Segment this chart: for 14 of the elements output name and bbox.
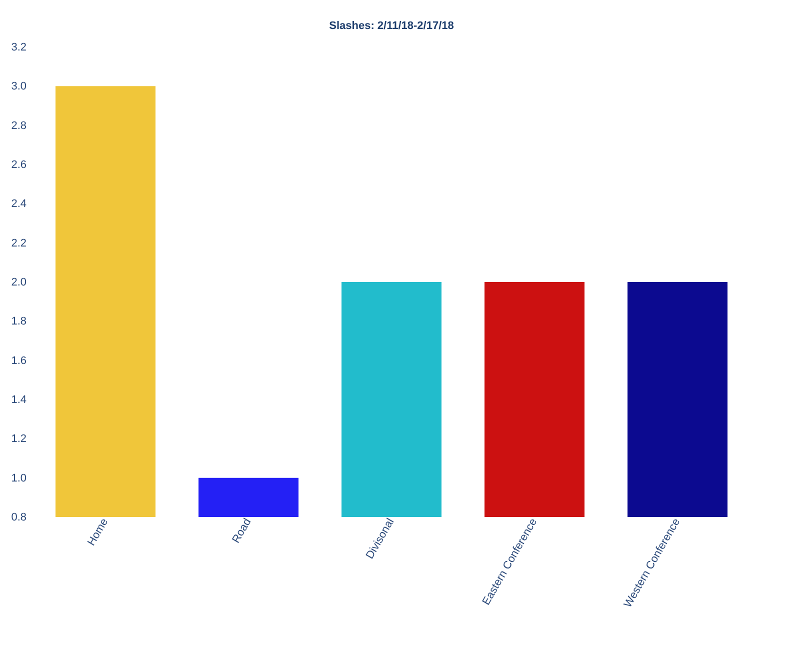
y-tick-label: 3.0 — [11, 80, 26, 93]
y-tick-label: 1.6 — [11, 354, 26, 367]
y-tick-label: 0.8 — [11, 512, 26, 524]
y-tick-label: 2.0 — [11, 276, 26, 288]
y-tick-label: 3.2 — [11, 42, 26, 54]
y-tick-label: 1.4 — [11, 394, 26, 406]
y-tick-label: 1.8 — [11, 316, 26, 328]
y-tick-label: 2.4 — [11, 198, 26, 210]
y-tick-label: 1.2 — [11, 433, 26, 446]
chart-title: Slashes: 2/11/18-2/17/18 — [329, 20, 454, 32]
y-tick-label: 2.6 — [11, 159, 26, 171]
y-tick-label: 1.0 — [11, 472, 26, 484]
y-tick-label: 2.8 — [11, 120, 26, 132]
y-tick-label: 2.2 — [11, 237, 26, 250]
